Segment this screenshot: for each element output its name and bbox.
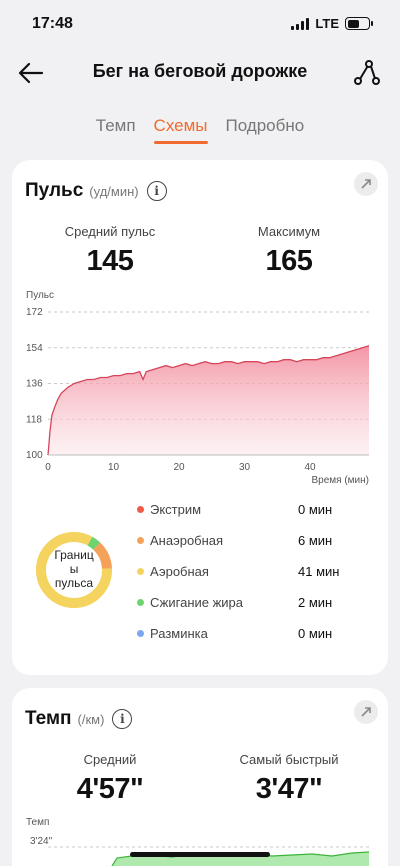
zone-color-dot — [137, 537, 144, 544]
y-tick-label: 100 — [26, 450, 43, 461]
zone-value: 41 мин — [298, 564, 340, 579]
zone-name: Экстрим — [150, 502, 202, 517]
zone-color-dot — [137, 630, 144, 637]
zones-caption-line: пульса — [54, 576, 94, 590]
zones-donut — [36, 532, 112, 608]
zone-row: Аэробная 41 мин — [134, 562, 374, 582]
fastest-pace: Самый быстрый 3'47" — [199, 752, 379, 806]
heart-rate-header: Пульс (уд/мин) i — [25, 180, 167, 202]
heart-rate-area — [48, 345, 369, 455]
status-indicators: LTE — [291, 16, 373, 31]
y-axis-label: Пульс — [26, 290, 54, 301]
pace-header: Темп (/км) i — [25, 708, 133, 730]
x-tick-label: 40 — [304, 462, 316, 473]
heart-rate-card: Пульс (уд/мин) i Средний пульс 145 Макси… — [12, 160, 388, 675]
tab-2[interactable]: Подробно — [225, 116, 305, 135]
max-heart-rate-label: Максимум — [257, 224, 321, 239]
home-indicator[interactable] — [130, 852, 270, 857]
y-tick-label: 172 — [26, 307, 43, 318]
pace-chart-tick: 3'24" — [30, 836, 53, 847]
info-icon[interactable]: i — [112, 709, 133, 729]
heart-rate-unit: (уд/мин) — [89, 183, 139, 199]
heart-rate-chart: Пульс 172 154 136 118 100 0 10 20 30 40 Время (мин) — [12, 285, 388, 495]
status-bar: 17:48 LTE — [0, 0, 400, 48]
page-title: Бег на беговой дорожке — [92, 61, 308, 81]
zones-caption-line: ы — [69, 562, 79, 576]
pace-title: Темп — [25, 708, 72, 729]
zone-row: Разминка 0 мин — [134, 624, 374, 644]
x-tick-label: 20 — [173, 462, 185, 473]
tab-0[interactable]: Темп — [95, 116, 136, 135]
arrow-left-icon — [18, 62, 44, 84]
pace-unit: (/км) — [77, 711, 105, 727]
pace-card: Темп (/км) i Средний 4'57" Самый быстрый… — [12, 688, 388, 866]
battery-level — [347, 19, 359, 28]
zone-name: Аэробная — [150, 564, 209, 579]
max-heart-rate-value: 165 — [265, 245, 313, 277]
zones-caption: Границ ы пульса — [34, 548, 114, 590]
avg-heart-rate-value: 145 — [86, 245, 134, 277]
x-tick-label: 30 — [239, 462, 251, 473]
info-icon[interactable]: i — [146, 181, 167, 201]
tab-bar: Темп Схемы Подробно — [0, 116, 400, 144]
header: Бег на беговой дорожке — [0, 52, 400, 92]
x-tick-label: 10 — [108, 462, 120, 473]
max-heart-rate: Максимум 165 — [199, 224, 379, 278]
route-button[interactable] — [352, 58, 382, 88]
y-tick-label: 118 — [26, 414, 42, 425]
donut-segment — [36, 532, 112, 608]
avg-heart-rate: Средний пульс 145 — [20, 224, 200, 278]
avg-pace-value: 4'57" — [76, 773, 144, 805]
expand-button[interactable] — [354, 172, 378, 196]
battery-icon — [345, 17, 373, 30]
zone-name: Анаэробная — [150, 533, 224, 548]
expand-icon — [361, 707, 371, 717]
zone-row: Сжигание жира 2 мин — [134, 593, 374, 613]
heart-rate-line — [47, 345, 370, 456]
route-icon — [354, 60, 380, 85]
zone-value: 2 мин — [298, 595, 333, 610]
zone-value: 6 мин — [298, 533, 333, 548]
network-type: LTE — [315, 16, 339, 31]
x-tick-label: 0 — [45, 462, 51, 473]
avg-heart-rate-label: Средний пульс — [64, 224, 156, 239]
signal-icon — [291, 17, 310, 30]
zone-name: Сжигание жира — [150, 595, 244, 610]
expand-icon — [361, 179, 371, 189]
zone-color-dot — [137, 568, 144, 575]
y-tick-label: 136 — [26, 379, 43, 390]
zone-color-dot — [137, 506, 144, 513]
y-tick-label: 154 — [26, 343, 43, 354]
back-button[interactable] — [16, 58, 46, 88]
expand-button[interactable] — [354, 700, 378, 724]
tab-1[interactable]: Схемы — [153, 116, 208, 144]
avg-pace: Средний 4'57" — [20, 752, 200, 806]
pace-chart-label: Темп — [26, 817, 50, 828]
fastest-pace-value: 3'47" — [255, 773, 323, 805]
avg-pace-label: Средний — [83, 752, 137, 767]
zones-caption-line: Границ — [54, 548, 94, 562]
zone-color-dot — [137, 599, 144, 606]
zone-value: 0 мин — [298, 502, 333, 517]
zone-value: 0 мин — [298, 626, 333, 641]
zone-row: Анаэробная 6 мин — [134, 531, 374, 551]
status-time: 17:48 — [32, 15, 73, 32]
heart-rate-title: Пульс — [25, 180, 84, 201]
fastest-pace-label: Самый быстрый — [239, 752, 339, 767]
zone-name: Разминка — [150, 626, 208, 641]
x-axis-label: Время (мин) — [311, 475, 369, 486]
zone-row: Экстрим 0 мин — [134, 500, 374, 520]
